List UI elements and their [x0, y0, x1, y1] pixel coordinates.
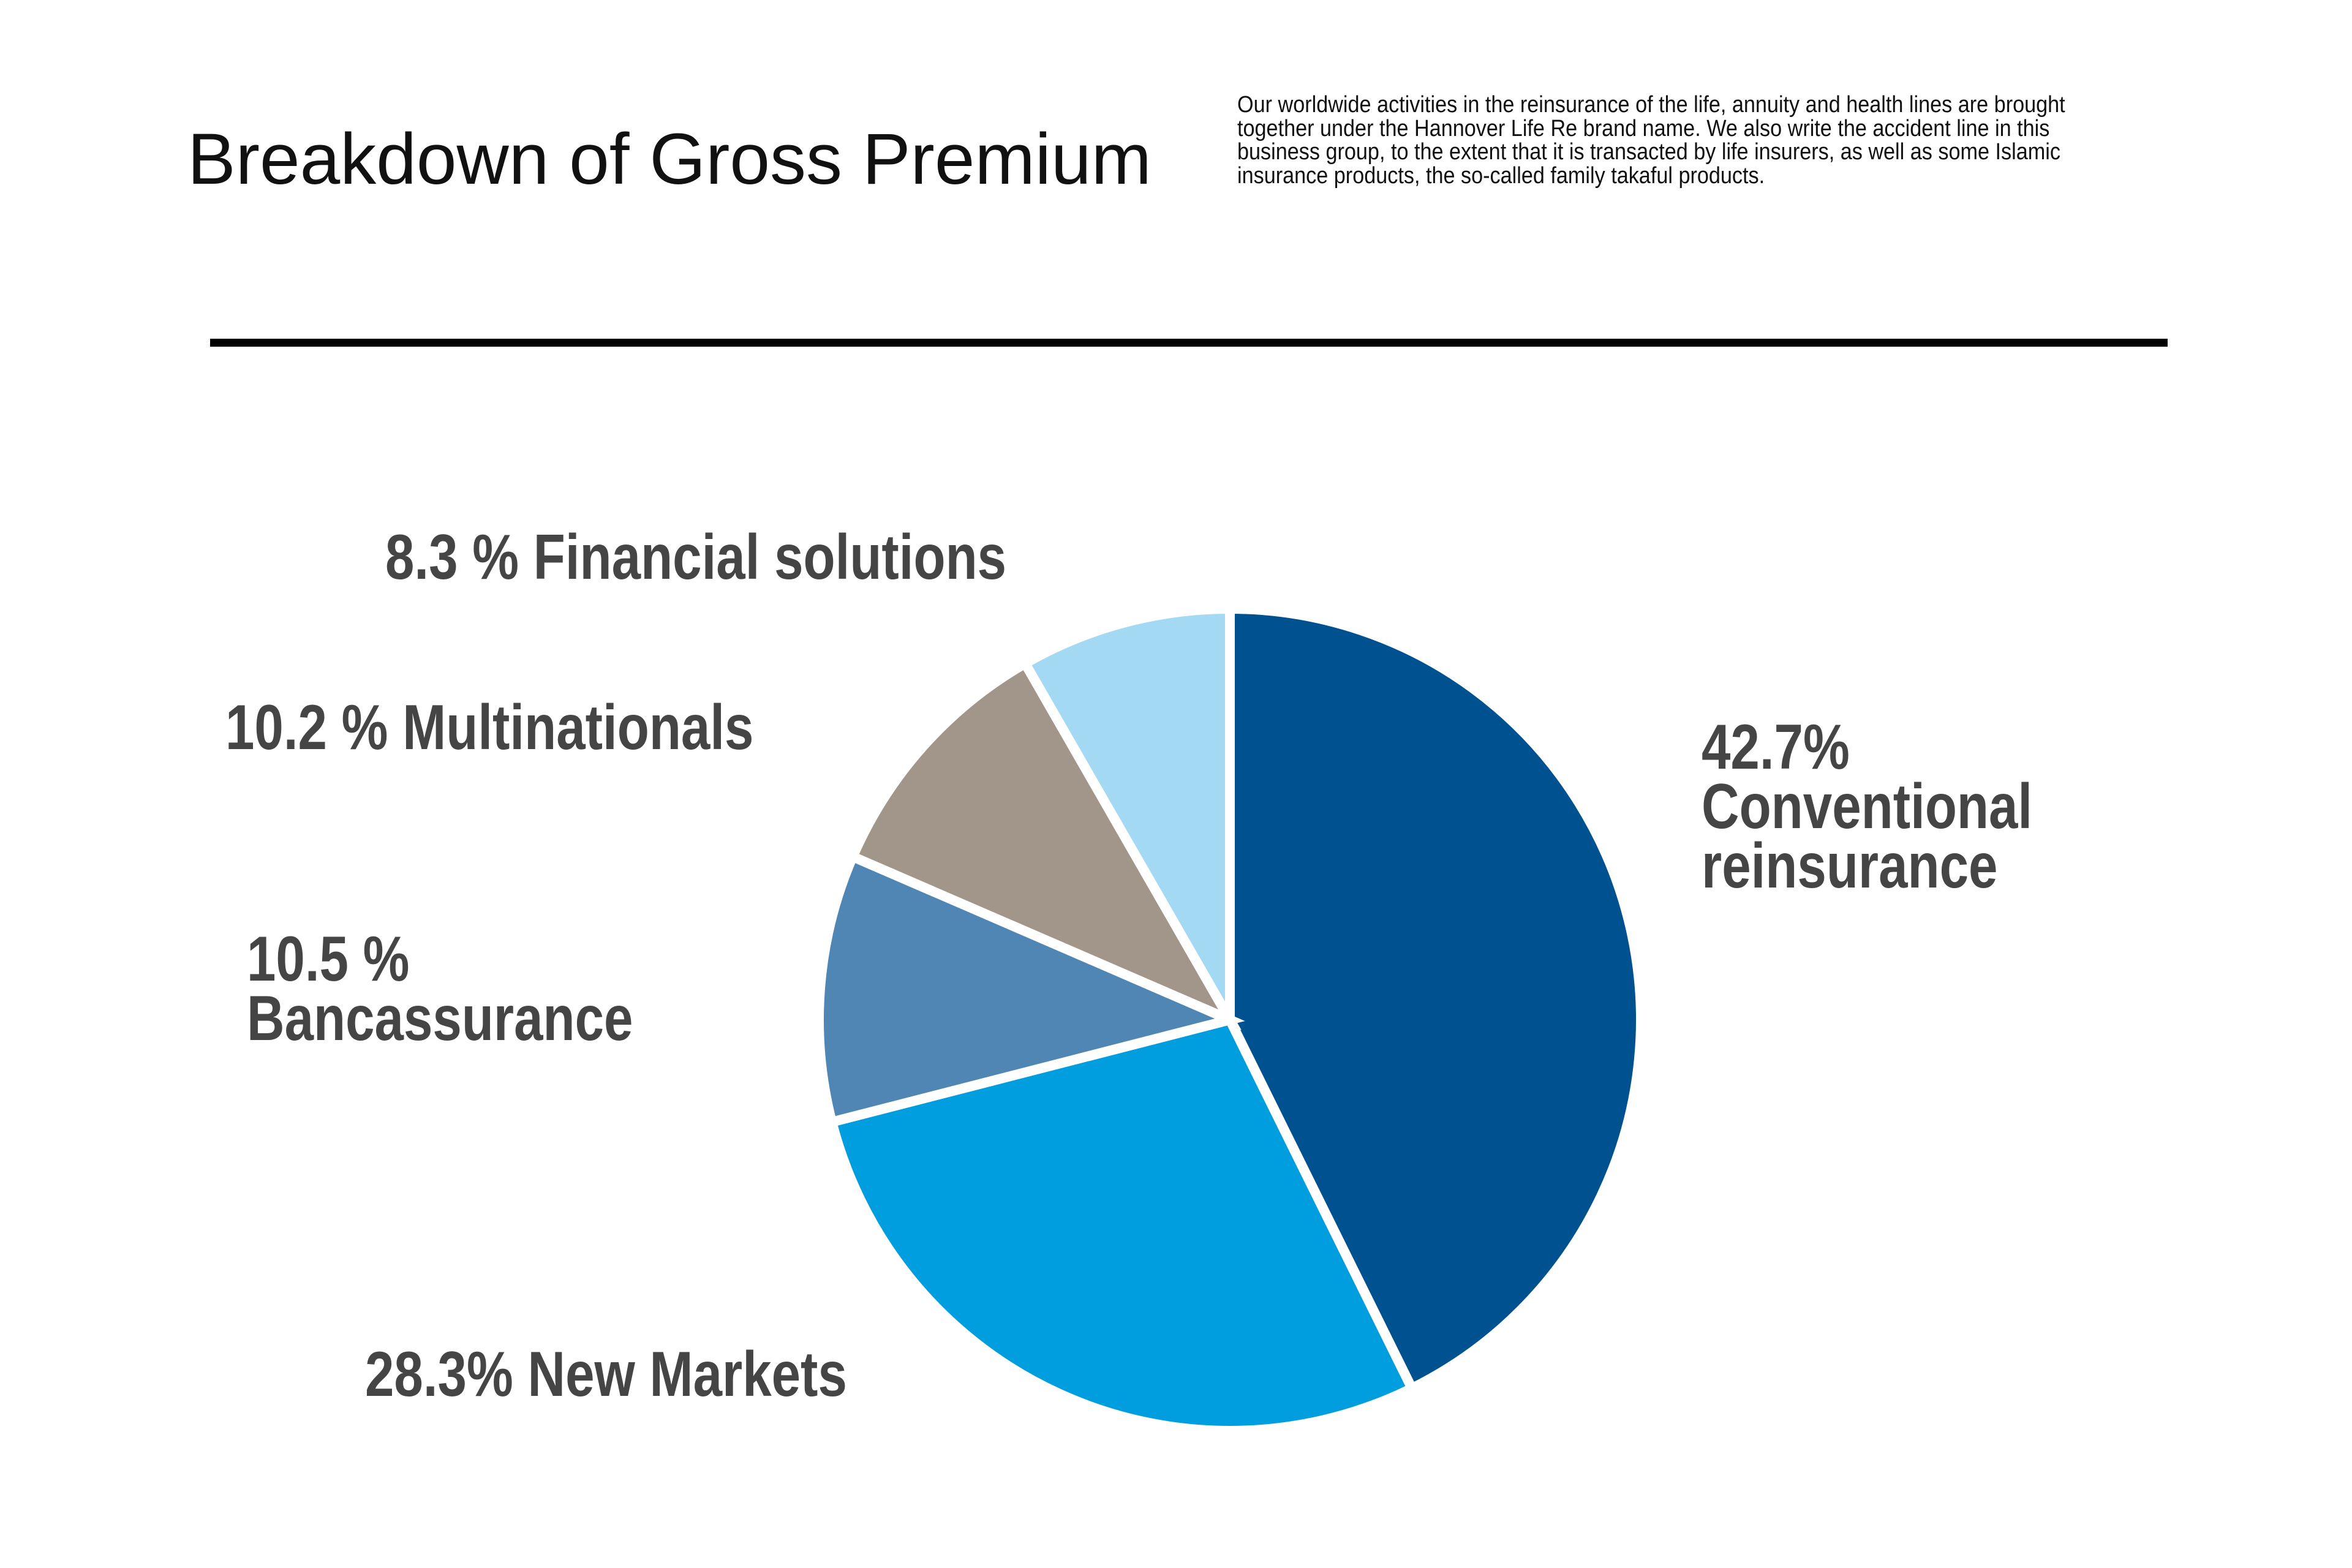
label-line: Bancassurance	[247, 983, 633, 1054]
label-line: 10.5 %	[247, 924, 410, 995]
pie-slice-new-markets	[826, 1014, 1419, 1436]
description-paragraph: Our worldwide activities in the reinsura…	[1237, 92, 2065, 189]
label-line: 28.3% New Markets	[365, 1339, 847, 1410]
pie-slice-financial-solutions	[1018, 603, 1235, 1038]
label-financial-solutions: 8.3 % Financial solutions	[385, 526, 1006, 589]
label-conventional-reinsurance: 42.7% Conventional reinsurance	[1702, 712, 2033, 902]
divider	[210, 339, 2168, 347]
label-line: 8.3 % Financial solutions	[385, 522, 1007, 593]
page-title: Breakdown of Gross Premium	[187, 119, 1152, 200]
pie-slice-bancassurance	[814, 850, 1245, 1128]
label-line: reinsurance	[1702, 831, 1998, 902]
pie-slice-conventional-reinsurance	[1225, 603, 1646, 1395]
label-new-markets: 28.3% New Markets	[365, 1343, 847, 1406]
label-line: 10.2 % Multinationals	[225, 692, 754, 763]
label-multinationals: 10.2 % Multinationals	[225, 696, 753, 760]
label-line: Conventional	[1702, 771, 2033, 842]
label-line: 42.7%	[1702, 712, 1850, 783]
pie-slice-multinationals	[846, 657, 1242, 1030]
label-bancassurance: 10.5 % Bancassurance	[247, 924, 633, 1054]
